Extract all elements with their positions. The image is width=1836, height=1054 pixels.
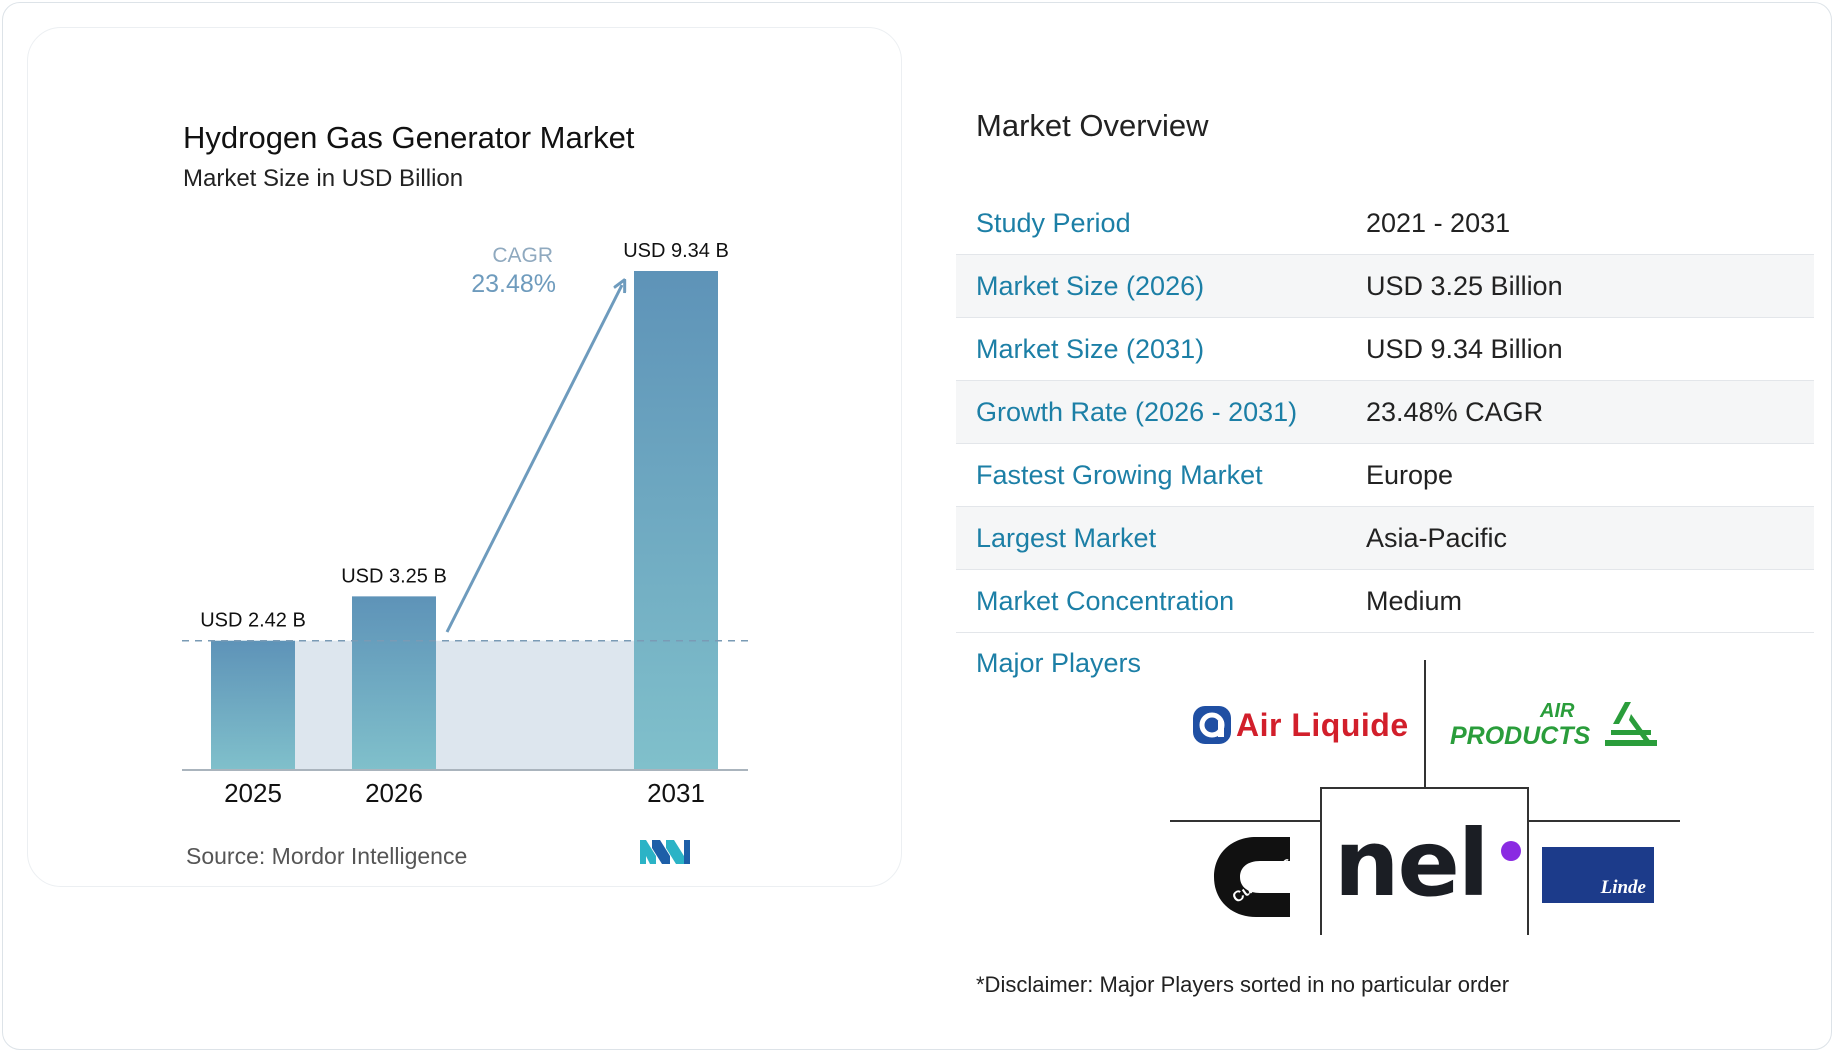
mordor-logo [640, 840, 690, 864]
major-players-logos: Air Liquide AIR PRODUCTS Cummins nel Lin… [1170, 660, 1680, 935]
table-row: Study Period 2021 - 2031 [956, 192, 1814, 255]
row-value-market-size-2026: USD 3.25 Billion [1366, 270, 1563, 301]
source-label: Source: Mordor Intelligence [186, 843, 467, 869]
table-row: Growth Rate (2026 - 2031) 23.48% CAGR [956, 381, 1814, 444]
cummins-logo: Cummins [1210, 835, 1290, 920]
air-liquide-icon [1193, 706, 1231, 744]
table-row: Fastest Growing Market Europe [956, 444, 1814, 507]
row-value-growth-rate: 23.48% CAGR [1366, 396, 1544, 427]
air-products-logo: AIR PRODUCTS [1450, 700, 1660, 760]
market-overview-table: Study Period 2021 - 2031 Market Size (20… [956, 192, 1814, 633]
cagr-label: CAGR [492, 244, 553, 267]
market-overview-title: Market Overview [976, 108, 1209, 143]
divider [1528, 820, 1680, 822]
cummins-icon: Cummins [1214, 837, 1290, 917]
bar-2031 [634, 271, 718, 770]
cagr-arrow [445, 285, 622, 633]
data-label-2031: USD 9.34 B [623, 240, 729, 262]
chart-subtitle: Market Size in USD Billion [183, 165, 463, 192]
cagr-value: 23.48% [471, 270, 556, 298]
divider [1170, 820, 1320, 822]
row-value-fastest-growing: Europe [1366, 459, 1454, 490]
row-label-growth-rate: Growth Rate (2026 - 2031) [976, 396, 1298, 427]
x-tick-2031: 2031 [647, 778, 705, 808]
nel-dot-icon [1501, 840, 1522, 861]
bar-2025 [211, 640, 295, 770]
baseline-band [295, 640, 634, 770]
row-label-fastest-growing: Fastest Growing Market [976, 459, 1263, 490]
divider [1424, 660, 1426, 788]
row-label-study-period: Study Period [976, 207, 1131, 238]
linde-logo: Linde [1542, 847, 1654, 903]
row-label-market-size-2026: Market Size (2026) [976, 270, 1205, 301]
bar-2026 [352, 596, 436, 770]
row-label-market-size-2031: Market Size (2031) [976, 333, 1205, 364]
divider [1320, 787, 1528, 789]
row-label-largest-market: Largest Market [976, 522, 1157, 553]
chart-title: Hydrogen Gas Generator Market [183, 120, 635, 155]
data-label-2026: USD 3.25 B [341, 565, 447, 587]
data-label-2025: USD 2.42 B [200, 610, 306, 632]
row-value-market-size-2031: USD 9.34 Billion [1366, 333, 1563, 364]
divider [1527, 787, 1529, 935]
row-label-market-concentration: Market Concentration [976, 585, 1235, 616]
nel-logo: nel [1334, 810, 1523, 917]
air-products-icon [1605, 702, 1657, 746]
divider [1320, 787, 1322, 935]
major-players-title: Major Players [976, 648, 1142, 678]
row-value-largest-market: Asia-Pacific [1366, 522, 1508, 553]
table-row: Largest Market Asia-Pacific [956, 507, 1814, 570]
x-tick-2025: 2025 [224, 778, 282, 808]
row-value-study-period: 2021 - 2031 [1366, 207, 1511, 238]
x-tick-2026: 2026 [365, 778, 423, 808]
table-row: Market Size (2026) USD 3.25 Billion [956, 255, 1814, 318]
air-liquide-logo: Air Liquide [1192, 705, 1409, 745]
market-size-chart: Hydrogen Gas Generator Market Market Siz… [182, 120, 752, 869]
row-value-market-concentration: Medium [1366, 585, 1463, 616]
table-row: Market Size (2031) USD 9.34 Billion [956, 318, 1814, 381]
table-row: Market Concentration Medium [956, 570, 1814, 633]
disclaimer: *Disclaimer: Major Players sorted in no … [976, 972, 1510, 997]
